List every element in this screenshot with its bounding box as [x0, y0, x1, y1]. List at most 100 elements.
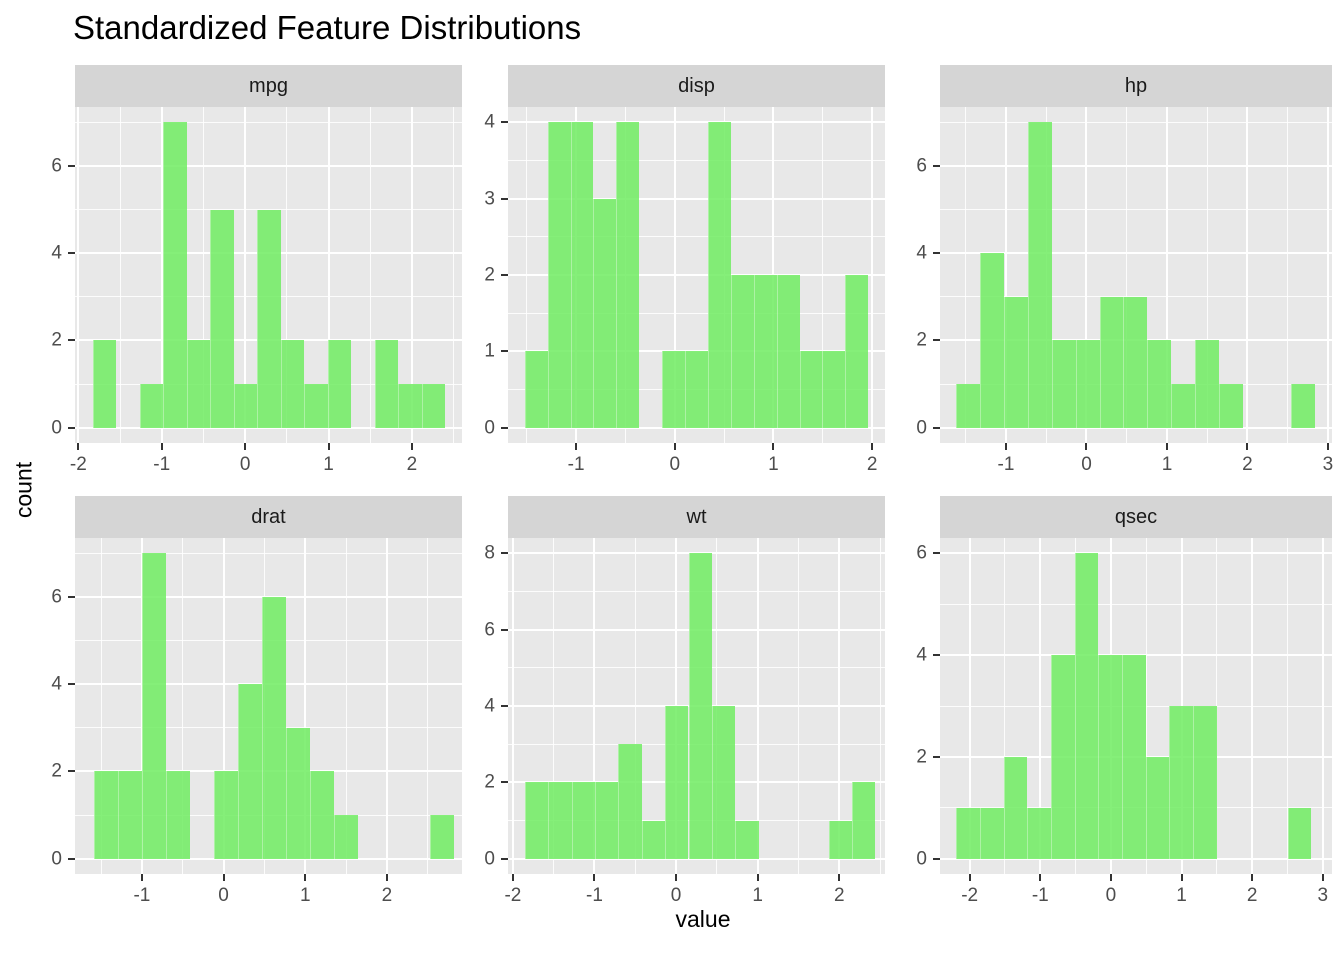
x-tick-mark [410, 443, 413, 450]
gridline-minor-x [182, 538, 184, 874]
gridline-minor-x [1004, 538, 1006, 874]
gridline-major-x [1085, 107, 1088, 443]
histogram-bar [374, 340, 399, 428]
x-tick-label: 2 [834, 885, 845, 906]
histogram-bar [707, 122, 731, 428]
histogram-bar [257, 209, 281, 428]
x-tick-mark [140, 874, 143, 881]
gridline-major-y [508, 121, 885, 124]
gridline-major-y [508, 857, 885, 860]
gridline-major-x [410, 107, 413, 443]
histogram-bar [398, 384, 422, 428]
gridline-minor-x [1145, 538, 1147, 874]
histogram-bar [641, 820, 666, 859]
gridline-major-x [1246, 107, 1249, 443]
x-tick-label: 0 [1105, 885, 1117, 906]
gridline-minor-x [453, 107, 455, 443]
gridline-major-y [75, 426, 462, 429]
y-tick-mark [933, 426, 940, 429]
y-tick-label: 6 [916, 542, 927, 564]
y-tick-mark [933, 252, 940, 255]
histogram-bar [163, 122, 187, 428]
gridline-major-x [222, 538, 225, 874]
histogram-bar [1145, 756, 1170, 859]
facet-panel-wt [508, 538, 885, 874]
gridline-major-y [940, 426, 1332, 429]
gridline-major-x [871, 107, 874, 443]
x-tick-mark [1039, 874, 1042, 881]
gridline-major-x [1326, 107, 1329, 443]
y-tick-label: 2 [51, 329, 62, 351]
y-tick-mark [501, 628, 508, 631]
x-tick-mark [160, 443, 163, 450]
y-tick-label: 0 [484, 848, 495, 870]
gridline-minor-x [526, 107, 528, 443]
gridline-major-y [940, 252, 1332, 255]
y-tick-mark [501, 426, 508, 429]
y-tick-mark [933, 339, 940, 342]
gridline-minor-y [940, 209, 1332, 211]
x-tick-label: -1 [133, 885, 151, 906]
histogram-bar [1098, 655, 1122, 859]
y-tick-mark [68, 252, 75, 255]
facet-strip-drat: drat [75, 496, 462, 538]
facet-strip-label: drat [251, 505, 286, 528]
gridline-minor-x [100, 538, 102, 874]
facet-panel-mpg [75, 107, 462, 443]
gridline-minor-x [119, 107, 121, 443]
gridline-minor-x [427, 538, 429, 874]
histogram-bar [845, 275, 869, 428]
histogram-bar [1050, 655, 1075, 859]
facet-panel-hp [940, 107, 1332, 443]
histogram-bar [1003, 296, 1028, 428]
y-tick-label: 0 [51, 848, 62, 870]
histogram-bar [309, 771, 334, 859]
y-tick-mark [68, 164, 75, 167]
x-axis-title: value [675, 906, 731, 932]
histogram-bar [685, 351, 708, 428]
y-tick-label: 3 [484, 188, 495, 210]
histogram-bar [1219, 384, 1243, 428]
x-tick-mark [968, 874, 971, 881]
x-tick-mark [1321, 874, 1324, 881]
y-tick-mark [68, 857, 75, 860]
x-tick-mark [244, 443, 247, 450]
gridline-minor-x [634, 538, 636, 874]
y-tick-label: 2 [484, 771, 495, 793]
histogram-bar [956, 384, 980, 428]
gridline-major-x [511, 538, 514, 874]
histogram-bar [1147, 340, 1172, 428]
histogram-bar [1099, 296, 1124, 428]
x-tick-mark [1180, 874, 1183, 881]
x-tick-mark [385, 874, 388, 881]
histogram-bar [616, 122, 640, 428]
histogram-bar [688, 553, 712, 859]
y-tick-label: 4 [51, 673, 62, 695]
histogram-bar [1027, 807, 1051, 859]
x-tick-label: 1 [1176, 885, 1187, 906]
y-tick-mark [68, 426, 75, 429]
histogram-bar [828, 820, 852, 859]
gridline-major-y [940, 164, 1332, 167]
x-tick-label: 0 [1081, 454, 1092, 475]
gridline-minor-x [369, 107, 371, 443]
x-tick-mark [675, 874, 678, 881]
x-tick-label: -1 [153, 454, 171, 475]
x-tick-label: -2 [504, 885, 522, 906]
gridline-major-x [1039, 538, 1042, 874]
x-tick-mark [327, 443, 330, 450]
x-tick-mark [1326, 443, 1329, 450]
histogram-bar [665, 706, 689, 859]
y-tick-mark [933, 857, 940, 860]
x-tick-mark [77, 443, 80, 450]
histogram-bar [524, 351, 548, 428]
histogram-bar [1051, 340, 1076, 428]
x-tick-mark [756, 874, 759, 881]
gridline-major-x [673, 107, 676, 443]
histogram-bar [117, 771, 142, 859]
gridline-minor-y [75, 552, 462, 554]
facet-strip-mpg: mpg [75, 65, 462, 107]
y-tick-mark [933, 164, 940, 167]
histogram-bar [141, 553, 166, 859]
